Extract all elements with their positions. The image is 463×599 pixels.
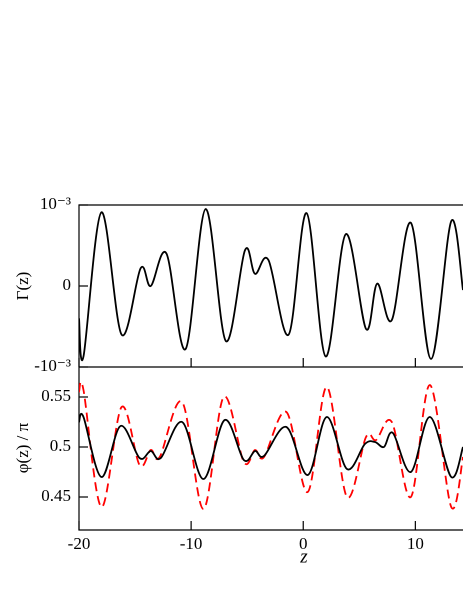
y-tick-label: 0.55 <box>41 386 71 405</box>
x-axis-label: z <box>299 546 308 567</box>
data-line <box>79 208 463 361</box>
x-tick-label: 0 <box>299 534 308 553</box>
y-tick-label: -10⁻³ <box>34 356 71 375</box>
y-axis-label: Γ(z) <box>13 272 32 301</box>
y-tick-label: 0.5 <box>50 436 71 455</box>
y-tick-label: 0 <box>63 275 72 294</box>
y-axis-label: φ(z) / π <box>13 422 32 473</box>
data-line <box>79 412 463 480</box>
y-tick-label: 0.45 <box>41 486 71 505</box>
x-tick-label: -20 <box>68 534 91 553</box>
y-tick-label: 10⁻³ <box>40 194 71 213</box>
x-tick-label: 10 <box>407 534 424 553</box>
x-tick-label: -10 <box>180 534 203 553</box>
